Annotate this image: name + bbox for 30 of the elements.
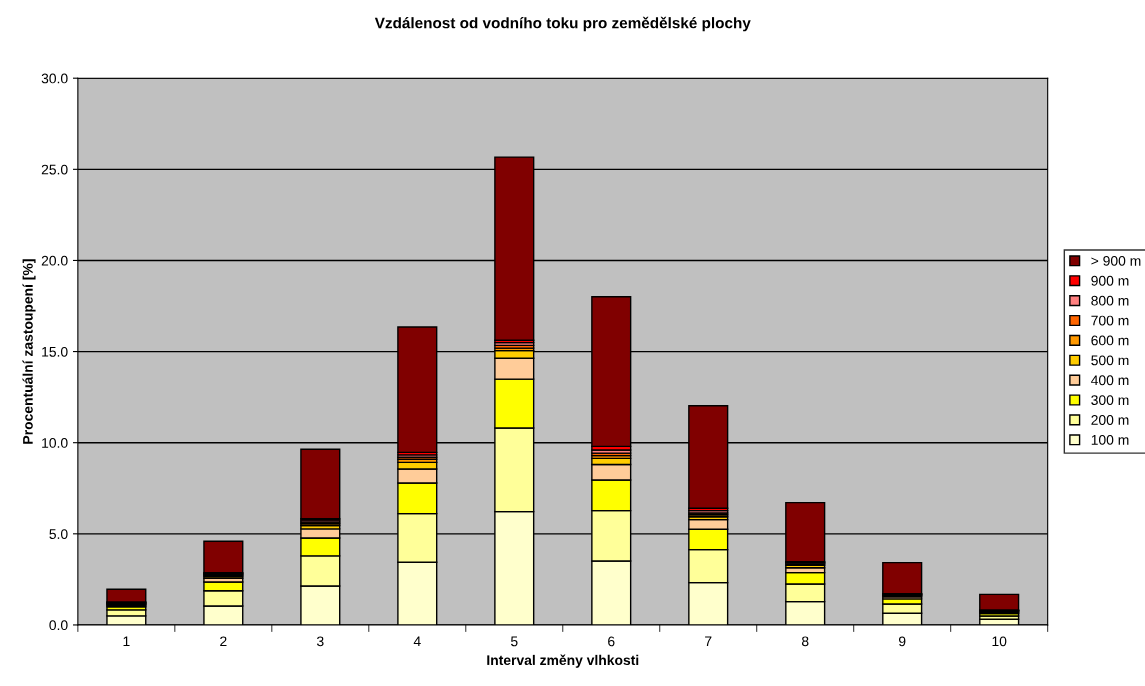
y-axis-title: Procentuální zastoupení [%] [22, 259, 36, 444]
y-tick-label: 5.0 [49, 529, 68, 539]
legend-label: 500 m [1091, 355, 1129, 366]
legend-label: 100 m [1091, 434, 1129, 445]
y-tick-label: 0.0 [49, 620, 68, 631]
x-tick-label: 4 [413, 636, 421, 647]
x-tick-label: 7 [705, 636, 712, 647]
legend-label: > 900 m [1091, 255, 1141, 266]
legend-label: 800 m [1091, 295, 1129, 306]
y-tick-label: 20.0 [41, 255, 68, 266]
x-tick-label: 1 [123, 636, 130, 647]
x-tick-label: 9 [898, 636, 906, 647]
x-tick-label: 3 [316, 636, 324, 647]
x-tick-label: 10 [992, 636, 1007, 647]
legend-label: 600 m [1091, 335, 1129, 346]
y-tick-label: 15.0 [42, 346, 68, 357]
x-tick-label: 2 [220, 636, 227, 647]
legend-label: 200 m [1091, 415, 1129, 425]
x-tick-label: 8 [801, 636, 809, 647]
legend-label: 400 m [1091, 375, 1129, 386]
x-tick-label: 6 [608, 636, 615, 647]
legend-label: 300 m [1091, 395, 1129, 406]
chart-title: Vzdálenost od vodního toku pro zemědělské plochy [374, 16, 751, 32]
x-tick-label: 5 [510, 636, 518, 647]
legend-label: 700 m [1091, 315, 1129, 326]
x-axis-title: Interval změny vlhkosti [487, 654, 639, 668]
legend-label: 900 m [1091, 275, 1129, 286]
y-tick-label: 10.0 [42, 438, 68, 448]
y-tick-label: 30.0 [41, 73, 68, 84]
y-tick-label: 25.0 [41, 164, 68, 175]
